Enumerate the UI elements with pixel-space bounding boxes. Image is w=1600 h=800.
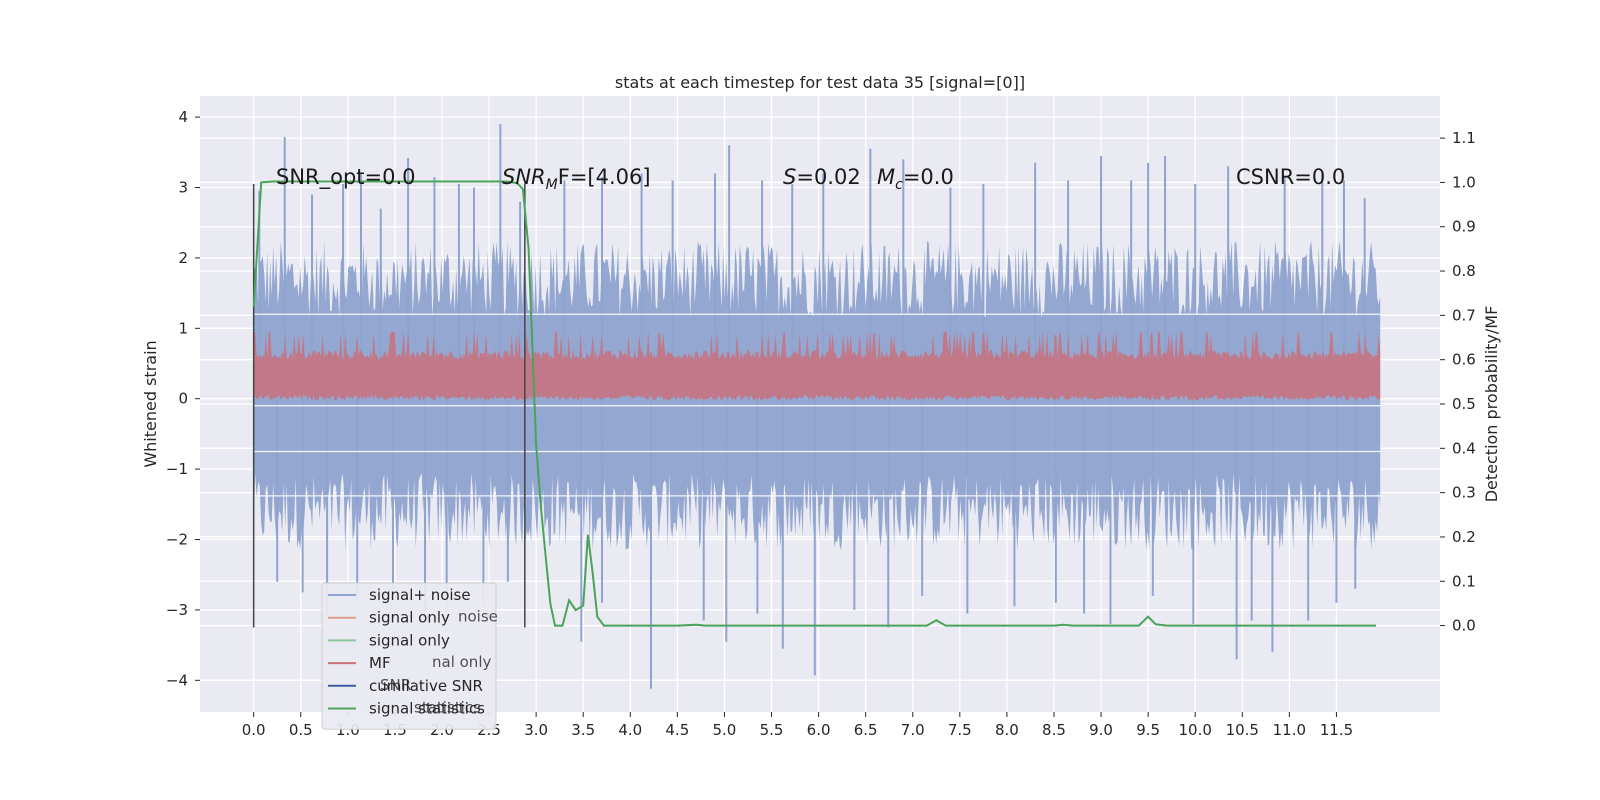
y-tick-label-right: 0.5: [1452, 395, 1476, 413]
legend-label: signal statistics: [369, 700, 485, 718]
y-tick-label-left: −3: [166, 601, 188, 619]
annotation-snr-opt: SNR_opt=0.0: [276, 165, 416, 190]
y-tick-label-right: 0.1: [1452, 572, 1476, 590]
y-tick-label-left: 3: [178, 179, 188, 197]
x-tick-label: 3.0: [524, 721, 548, 739]
x-tick-label: 6.5: [854, 721, 878, 739]
y-tick-label-right: 0.3: [1452, 484, 1476, 502]
y-tick-label-left: −4: [166, 671, 188, 689]
annotation-snr-mf: SNRMF=[4.06]: [502, 165, 651, 193]
snr-mf-suffix: F=[4.06]: [558, 165, 651, 189]
x-tick-label: 0.5: [289, 721, 313, 739]
y-tick-label-right: 0.4: [1452, 439, 1476, 457]
chart-title: stats at each timestep for test data 35 …: [615, 73, 1025, 92]
y-tick-label-right: 0.7: [1452, 306, 1476, 324]
x-tick-label: 5.0: [713, 721, 737, 739]
mc-var: M: [877, 165, 895, 189]
signal-statistics-line: [252, 180, 1376, 627]
s-value: =0.02: [796, 165, 860, 189]
y-tick-label-left: 0: [178, 390, 188, 408]
y-tick-label-right: 0.2: [1452, 528, 1476, 546]
x-tick-label: 7.0: [901, 721, 925, 739]
mf-band: [253, 330, 1381, 401]
y-tick-label-right: 0.8: [1452, 262, 1476, 280]
annotation-mc: Mc=0.0: [877, 165, 954, 193]
x-tick-label: 4.5: [665, 721, 689, 739]
snr-mf-prefix: SNR: [502, 165, 546, 189]
x-tick-label: 4.0: [618, 721, 642, 739]
snr-mf-subscript: M: [546, 177, 558, 193]
x-tick-label: 11.0: [1273, 721, 1306, 739]
x-tick-label: 9.0: [1089, 721, 1113, 739]
y-tick-label-left: 1: [178, 319, 188, 337]
y-tick-label-left: −1: [166, 460, 188, 478]
legend-label: signal only: [369, 609, 450, 627]
x-tick-label: 7.5: [948, 721, 972, 739]
y-axis-label-left: Whitened strain: [141, 340, 160, 467]
y-tick-label-right: 0.0: [1452, 617, 1476, 635]
x-tick-label: 5.5: [760, 721, 784, 739]
y-tick-label-left: −2: [166, 531, 188, 549]
y-tick-label-right: 1.0: [1452, 173, 1476, 191]
y-tick-label-left: 2: [178, 249, 188, 267]
legend-label: cumilative SNR: [369, 677, 483, 695]
x-tick-label: 10.0: [1178, 721, 1211, 739]
legend-ghost-text: noise: [458, 608, 498, 626]
x-tick-label: 11.5: [1320, 721, 1353, 739]
y-axis-label-right: Detection probability/MF: [1482, 306, 1501, 503]
legend-box: [321, 582, 497, 730]
x-tick-label: 10.5: [1226, 721, 1259, 739]
y-tick-label-left: 4: [178, 108, 188, 126]
y-tick-label-right: 0.9: [1452, 218, 1476, 236]
legend-label: signal+ noise: [369, 586, 471, 604]
y-tick-label-right: 0.6: [1452, 351, 1476, 369]
annotation-layer: SNR_opt=0.0 SNRMF=[4.06] S=0.02 Mc=0.0 C…: [276, 165, 1345, 193]
data-layer: [252, 124, 1382, 689]
y-tick-label-right: 1.1: [1452, 129, 1476, 147]
mc-subscript: c: [895, 177, 903, 193]
x-tick-label: 3.5: [571, 721, 595, 739]
legend-label: MF: [369, 654, 391, 672]
x-tick-label: 6.0: [807, 721, 831, 739]
legend-label: signal only: [369, 631, 450, 649]
x-tick-label: 0.0: [242, 721, 266, 739]
annotation-csnr: CSNR=0.0: [1236, 165, 1345, 189]
x-tick-label: 8.0: [995, 721, 1019, 739]
x-tick-label: 8.5: [1042, 721, 1066, 739]
legend-ghost-text: statistics: [414, 699, 481, 717]
x-tick-label: 9.5: [1136, 721, 1160, 739]
s-var: S: [783, 165, 796, 189]
legend-ghost-text: nal only: [432, 653, 491, 671]
mc-value: =0.0: [903, 165, 954, 189]
annotation-s-stat: S=0.02: [783, 165, 861, 189]
legend-ghost-text: SNR: [380, 676, 411, 694]
